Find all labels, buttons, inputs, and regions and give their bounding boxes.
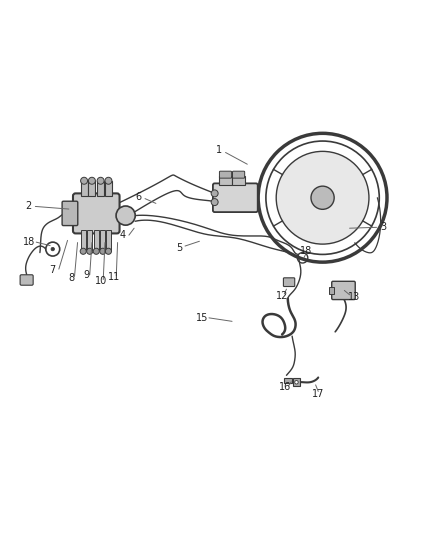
Text: 4: 4	[119, 230, 125, 240]
Circle shape	[211, 190, 218, 197]
Circle shape	[81, 177, 88, 184]
Bar	[106, 230, 111, 251]
Bar	[94, 230, 99, 251]
Circle shape	[51, 247, 54, 251]
Bar	[328, 287, 334, 294]
Text: 11: 11	[109, 271, 121, 281]
FancyBboxPatch shape	[332, 281, 355, 300]
Text: 1: 1	[216, 145, 222, 155]
Bar	[97, 181, 104, 196]
Text: 12: 12	[276, 291, 288, 301]
Text: 17: 17	[312, 389, 325, 399]
Circle shape	[105, 177, 112, 184]
Text: 3: 3	[381, 222, 387, 232]
Circle shape	[88, 177, 95, 184]
Bar	[87, 230, 92, 251]
Circle shape	[87, 248, 93, 254]
Circle shape	[93, 248, 99, 254]
Bar	[100, 230, 106, 251]
Text: 6: 6	[135, 192, 141, 202]
Bar	[88, 181, 95, 196]
Bar	[219, 176, 232, 185]
Text: 18: 18	[300, 246, 312, 256]
Circle shape	[100, 248, 106, 254]
Bar	[293, 378, 300, 386]
Bar	[232, 176, 245, 185]
Circle shape	[116, 206, 135, 225]
Text: 8: 8	[68, 273, 74, 283]
Circle shape	[311, 186, 334, 209]
Text: 18: 18	[23, 237, 35, 247]
FancyBboxPatch shape	[219, 171, 232, 178]
FancyBboxPatch shape	[20, 275, 33, 285]
Bar	[81, 181, 88, 196]
Text: 9: 9	[83, 270, 89, 280]
Circle shape	[276, 151, 369, 244]
FancyBboxPatch shape	[233, 171, 245, 178]
Circle shape	[97, 177, 104, 184]
Text: 2: 2	[25, 201, 32, 212]
Text: 13: 13	[348, 292, 360, 302]
FancyBboxPatch shape	[213, 183, 258, 212]
Circle shape	[80, 248, 86, 254]
Circle shape	[211, 199, 218, 206]
Circle shape	[295, 381, 298, 384]
Text: 15: 15	[196, 313, 208, 323]
Bar	[284, 378, 292, 383]
Text: 16: 16	[279, 383, 291, 392]
Bar	[81, 230, 86, 251]
Circle shape	[106, 248, 112, 254]
FancyBboxPatch shape	[62, 201, 78, 225]
Bar	[105, 181, 112, 196]
Text: 7: 7	[49, 265, 56, 275]
FancyBboxPatch shape	[73, 193, 120, 233]
Text: 10: 10	[95, 276, 107, 286]
FancyBboxPatch shape	[283, 278, 295, 287]
Text: 5: 5	[176, 243, 182, 253]
